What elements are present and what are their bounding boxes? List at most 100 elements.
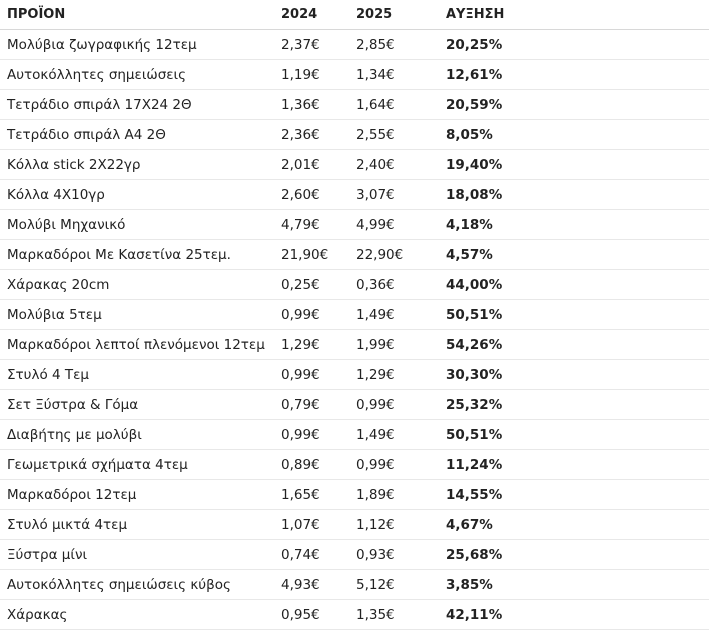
cell-price-2024: 0,99€ (281, 307, 320, 323)
table-row: Μολύβια 5τεμ 0,99€ 1,49€ 50,51% (0, 300, 709, 330)
cell-price-2024: 2,37€ (281, 37, 320, 53)
cell-increase: 4,57% (446, 247, 493, 263)
cell-increase: 4,18% (446, 217, 493, 233)
table-row: Αυτοκόλλητες σημειώσεις 1,19€ 1,34€ 12,61% (0, 60, 709, 90)
cell-increase: 50,51% (446, 307, 503, 323)
table-row: Τετράδιο σπιράλ 17Χ24 2Θ 1,36€ 1,64€ 20,59% (0, 90, 709, 120)
cell-product: Στυλό μικτά 4τεμ (7, 517, 128, 533)
header-product: ΠΡΟΪΟΝ (7, 7, 66, 22)
cell-product: Κόλλα 4Χ10γρ (7, 187, 105, 203)
cell-price-2025: 0,36€ (356, 277, 395, 293)
cell-price-2024: 0,74€ (281, 547, 320, 563)
table-row: Μαρκαδόροι 12τεμ 1,65€ 1,89€ 14,55% (0, 480, 709, 510)
cell-price-2025: 1,29€ (356, 367, 395, 383)
cell-price-2025: 0,99€ (356, 397, 395, 413)
table-row: Ξύστρα μίνι 0,74€ 0,93€ 25,68% (0, 540, 709, 570)
cell-price-2025: 3,07€ (356, 187, 395, 203)
cell-price-2025: 1,99€ (356, 337, 395, 353)
cell-increase: 19,40% (446, 157, 503, 173)
cell-product: Στυλό 4 Τεμ (7, 367, 90, 383)
cell-price-2025: 2,85€ (356, 37, 395, 53)
cell-price-2024: 2,36€ (281, 127, 320, 143)
header-increase: ΑΥΞΗΣΗ (446, 7, 505, 22)
cell-increase: 11,24% (446, 457, 503, 473)
cell-product: Μαρκαδόροι λεπτοί πλενόμενοι 12τεμ (7, 337, 265, 353)
cell-price-2024: 2,01€ (281, 157, 320, 173)
cell-price-2025: 1,35€ (356, 607, 395, 623)
cell-increase: 50,51% (446, 427, 503, 443)
cell-price-2024: 0,25€ (281, 277, 320, 293)
cell-price-2024: 4,79€ (281, 217, 320, 233)
cell-price-2025: 1,49€ (356, 427, 395, 443)
cell-increase: 18,08% (446, 187, 503, 203)
cell-price-2024: 1,65€ (281, 487, 320, 503)
header-2025: 2025 (356, 7, 393, 22)
table-row: Αυτοκόλλητες σημειώσεις κύβος 4,93€ 5,12€ 3… (0, 570, 709, 600)
table-row: Μολύβι Μηχανικό 4,79€ 4,99€ 4,18% (0, 210, 709, 240)
cell-increase: 12,61% (446, 67, 503, 83)
cell-product: Γεωμετρικά σχήματα 4τεμ (7, 457, 188, 473)
cell-product: Αυτοκόλλητες σημειώσεις κύβος (7, 577, 231, 593)
cell-increase: 44,00% (446, 277, 503, 293)
table-body: Μολύβια ζωγραφικής 12τεμ 2,37€ 2,85€ 20,25%… (0, 30, 709, 630)
cell-increase: 20,59% (446, 97, 503, 113)
table-row: Κόλλα 4Χ10γρ 2,60€ 3,07€ 18,08% (0, 180, 709, 210)
cell-price-2025: 5,12€ (356, 577, 395, 593)
cell-increase: 20,25% (446, 37, 503, 53)
cell-product: Ξύστρα μίνι (7, 547, 88, 563)
table-row: Στυλό 4 Τεμ 0,99€ 1,29€ 30,30% (0, 360, 709, 390)
cell-price-2025: 1,64€ (356, 97, 395, 113)
cell-price-2025: 0,99€ (356, 457, 395, 473)
cell-price-2024: 0,99€ (281, 427, 320, 443)
table-row: Μαρκαδόροι Με Κασετίνα 25τεμ. 21,90€ 22,90… (0, 240, 709, 270)
cell-price-2025: 1,34€ (356, 67, 395, 83)
cell-price-2024: 1,29€ (281, 337, 320, 353)
cell-product: Μολύβι Μηχανικό (7, 217, 126, 233)
cell-increase: 42,11% (446, 607, 503, 623)
cell-product: Αυτοκόλλητες σημειώσεις (7, 67, 187, 83)
cell-price-2024: 2,60€ (281, 187, 320, 203)
cell-product: Μαρκαδόροι Με Κασετίνα 25τεμ. (7, 247, 231, 263)
table-row: Κόλλα stick 2Χ22γρ 2,01€ 2,40€ 19,40% (0, 150, 709, 180)
cell-increase: 54,26% (446, 337, 503, 353)
cell-product: Διαβήτης με μολύβι (7, 427, 142, 443)
cell-price-2024: 0,89€ (281, 457, 320, 473)
cell-product: Κόλλα stick 2Χ22γρ (7, 157, 141, 173)
table-row: Στυλό μικτά 4τεμ 1,07€ 1,12€ 4,67% (0, 510, 709, 540)
cell-product: Χάρακας 20cm (7, 277, 110, 293)
table-row: Μολύβια ζωγραφικής 12τεμ 2,37€ 2,85€ 20,25% (0, 30, 709, 60)
header-2024: 2024 (281, 7, 318, 22)
cell-price-2024: 4,93€ (281, 577, 320, 593)
cell-price-2025: 1,12€ (356, 517, 395, 533)
cell-product: Μολύβια ζωγραφικής 12τεμ (7, 37, 197, 53)
table-row: Γεωμετρικά σχήματα 4τεμ 0,89€ 0,99€ 11,24% (0, 450, 709, 480)
table-row: Μαρκαδόροι λεπτοί πλενόμενοι 12τεμ 1,29€ 1… (0, 330, 709, 360)
cell-product: Σετ Ξύστρα & Γόμα (7, 397, 139, 413)
table-row: Χάρακας 20cm 0,25€ 0,36€ 44,00% (0, 270, 709, 300)
cell-product: Τετράδιο σπιράλ 17Χ24 2Θ (7, 97, 192, 113)
cell-price-2024: 21,90€ (281, 247, 329, 263)
cell-product: Τετράδιο σπιράλ Α4 2Θ (7, 127, 166, 143)
cell-increase: 3,85% (446, 577, 493, 593)
cell-price-2024: 1,19€ (281, 67, 320, 83)
cell-price-2025: 1,89€ (356, 487, 395, 503)
cell-price-2025: 2,55€ (356, 127, 395, 143)
cell-increase: 30,30% (446, 367, 503, 383)
table-row: Τετράδιο σπιράλ Α4 2Θ 2,36€ 2,55€ 8,05% (0, 120, 709, 150)
cell-price-2024: 1,36€ (281, 97, 320, 113)
cell-price-2024: 1,07€ (281, 517, 320, 533)
cell-price-2024: 0,95€ (281, 607, 320, 623)
cell-increase: 25,68% (446, 547, 503, 563)
cell-increase: 8,05% (446, 127, 493, 143)
cell-increase: 14,55% (446, 487, 503, 503)
cell-price-2025: 4,99€ (356, 217, 395, 233)
cell-price-2025: 0,93€ (356, 547, 395, 563)
table-header-row: ΠΡΟΪΟΝ 2024 2025 ΑΥΞΗΣΗ (0, 0, 709, 30)
cell-product: Χάρακας (7, 607, 68, 623)
cell-product: Μαρκαδόροι 12τεμ (7, 487, 137, 503)
cell-price-2024: 0,79€ (281, 397, 320, 413)
cell-increase: 4,67% (446, 517, 493, 533)
cell-increase: 25,32% (446, 397, 503, 413)
cell-price-2025: 2,40€ (356, 157, 395, 173)
